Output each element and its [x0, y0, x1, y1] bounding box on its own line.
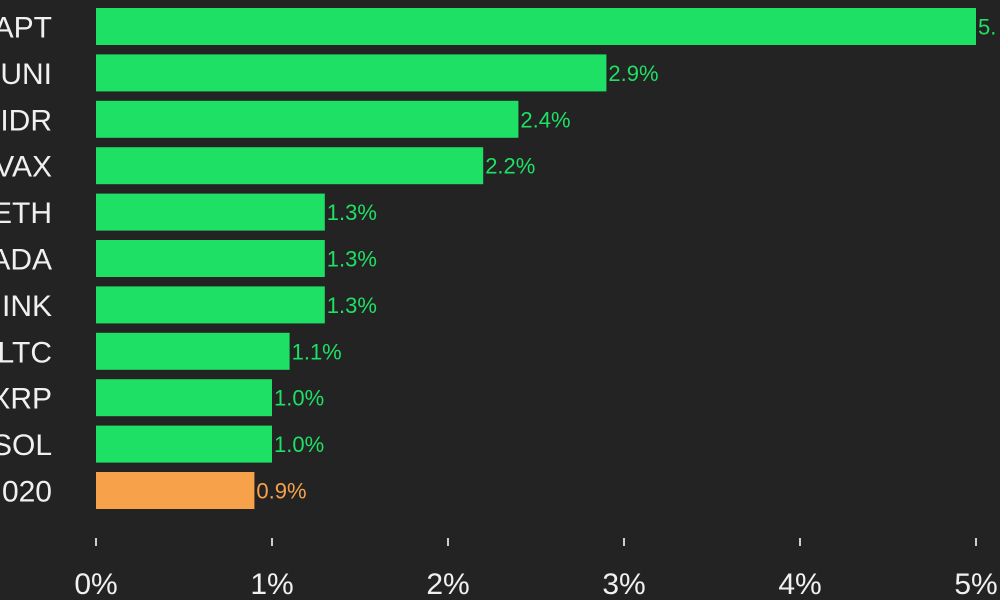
- value-label-apt: 5.: [978, 15, 996, 40]
- category-label-eth: ETH: [0, 197, 52, 230]
- value-labels: 5. 2.9% 2.4% 2.2% 1.3% 1.3% 1.3% 1.1% 1.0% 1.0% 0.…: [256, 15, 996, 504]
- bar-ltc: [96, 332, 290, 370]
- x-tick-label-4: 4%: [778, 568, 821, 600]
- category-label-sol: SOL: [0, 429, 52, 462]
- value-label-sol: 1.0%: [274, 432, 324, 457]
- x-tick-label-0: 0%: [74, 568, 117, 600]
- bar-020: [96, 472, 255, 509]
- value-label-uni: 2.9%: [608, 61, 658, 86]
- category-label-vax: VAX: [0, 151, 52, 184]
- bars-layer: [96, 8, 976, 509]
- bar-ada: [96, 240, 325, 277]
- category-label-020: 020: [2, 476, 52, 509]
- bar-ink: [96, 286, 325, 324]
- x-tick-label-5: 5%: [954, 568, 997, 600]
- x-tick-label-3: 3%: [602, 568, 645, 600]
- category-labels: APT UNI IDR VAX ETH ADA INK LTC XRP SOL 020: [0, 12, 52, 509]
- bar-apt: [96, 8, 976, 45]
- bar-idr: [96, 100, 519, 138]
- bar-vax: [96, 147, 484, 185]
- category-label-idr: IDR: [0, 104, 52, 137]
- category-label-ink: INK: [2, 290, 52, 323]
- bar-eth: [96, 193, 325, 231]
- category-label-ltc: LTC: [0, 336, 52, 369]
- bar-xrp: [96, 379, 272, 417]
- value-label-020: 0.9%: [256, 479, 306, 504]
- value-label-vax: 2.2%: [485, 154, 535, 179]
- value-label-idr: 2.4%: [520, 107, 570, 132]
- category-label-apt: APT: [0, 12, 52, 45]
- value-label-ink: 1.3%: [327, 293, 377, 318]
- bar-sol: [96, 425, 272, 463]
- value-label-xrp: 1.0%: [274, 386, 324, 411]
- x-axis: 0% 1% 2% 3% 4% 5%: [74, 538, 998, 600]
- category-label-xrp: XRP: [0, 383, 52, 416]
- value-label-ltc: 1.1%: [292, 339, 342, 364]
- category-label-ada: ADA: [0, 244, 52, 277]
- x-tick-label-2: 2%: [426, 568, 469, 600]
- bar-uni: [96, 54, 607, 92]
- category-label-uni: UNI: [0, 58, 52, 91]
- x-tick-label-1: 1%: [250, 568, 293, 600]
- value-label-ada: 1.3%: [327, 247, 377, 272]
- value-label-eth: 1.3%: [327, 200, 377, 225]
